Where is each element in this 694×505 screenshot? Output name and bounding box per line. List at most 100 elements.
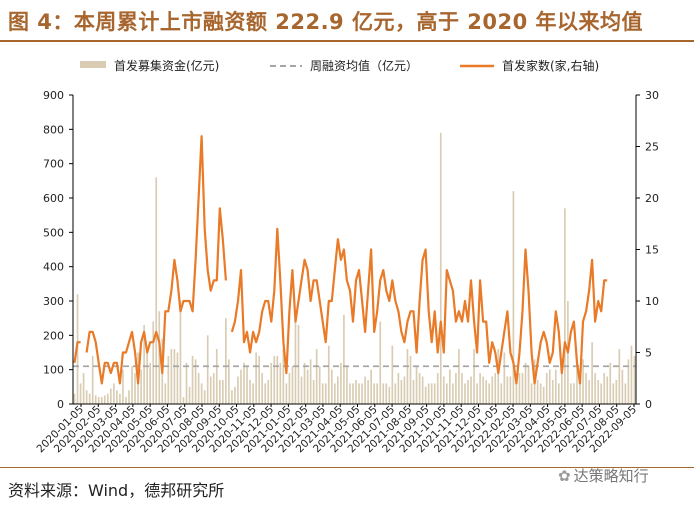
bar xyxy=(264,383,267,404)
bar xyxy=(97,397,100,404)
bar xyxy=(128,390,130,404)
bar xyxy=(548,369,551,404)
bar xyxy=(291,366,294,404)
bar xyxy=(545,373,548,404)
bar xyxy=(249,379,251,404)
bar xyxy=(482,376,484,404)
bar xyxy=(91,355,94,404)
bar xyxy=(458,349,460,404)
bar xyxy=(603,373,606,404)
bar xyxy=(116,390,118,404)
bar xyxy=(442,376,445,404)
figure-title: 图 4：本周累计上市融资额 222.9 亿元，高于 2020 年以来均值 xyxy=(8,10,644,34)
y-right-tick-label: 5 xyxy=(645,347,652,360)
bar xyxy=(615,379,618,404)
bar xyxy=(367,379,369,404)
bar xyxy=(343,314,345,404)
bar xyxy=(370,369,372,404)
bar xyxy=(155,177,158,404)
bar xyxy=(228,359,230,404)
bar xyxy=(152,321,155,404)
bar xyxy=(158,311,161,404)
bar xyxy=(621,369,624,404)
bar xyxy=(197,373,200,404)
bar xyxy=(527,366,530,404)
y-left-tick-label: 900 xyxy=(43,89,64,102)
bar xyxy=(315,349,318,404)
bar xyxy=(385,383,388,404)
bar xyxy=(267,379,270,404)
bar xyxy=(191,355,194,404)
bar xyxy=(355,379,357,404)
bar xyxy=(445,383,448,404)
bar xyxy=(542,386,545,404)
bar xyxy=(433,383,436,404)
y-left-tick-label: 0 xyxy=(57,398,64,411)
y-left-tick-label: 700 xyxy=(43,158,64,171)
bar xyxy=(134,373,136,404)
bar xyxy=(491,376,494,404)
bar xyxy=(82,373,85,404)
bar xyxy=(397,373,400,404)
bar xyxy=(140,369,142,404)
bar xyxy=(119,393,121,404)
count-line xyxy=(230,227,608,385)
bar xyxy=(309,359,312,404)
bar xyxy=(557,383,560,404)
y-left-tick-label: 500 xyxy=(43,226,64,239)
legend-label-bar: 首发募集资金(亿元) xyxy=(114,58,219,73)
bar xyxy=(536,379,539,404)
bar xyxy=(327,345,330,404)
count-line xyxy=(73,341,81,363)
y-left-tick-label: 400 xyxy=(43,261,64,274)
bar xyxy=(452,383,454,404)
bar xyxy=(131,366,133,404)
bar xyxy=(364,376,366,404)
bar xyxy=(318,366,321,404)
bar xyxy=(373,383,376,404)
bar xyxy=(122,369,124,404)
bar xyxy=(312,379,315,404)
bar xyxy=(225,318,227,404)
watermark: ✿ 达策略知行 xyxy=(558,465,649,486)
bar xyxy=(273,355,276,404)
bar xyxy=(473,349,475,404)
y-right-tick-label: 0 xyxy=(645,398,652,411)
bar xyxy=(409,355,412,404)
bar xyxy=(103,395,106,404)
bar xyxy=(588,379,590,404)
bar xyxy=(209,376,212,404)
bar xyxy=(406,349,409,404)
bar xyxy=(597,379,599,404)
bar xyxy=(439,132,442,404)
bar xyxy=(391,345,394,404)
bar xyxy=(206,335,209,404)
title-rule xyxy=(0,40,694,42)
bar xyxy=(627,359,630,404)
source-rule xyxy=(0,467,694,468)
legend-label-line: 首发家数(家,右轴) xyxy=(502,58,599,73)
bar xyxy=(237,376,239,404)
bar xyxy=(624,383,627,404)
bar xyxy=(618,349,621,404)
bar xyxy=(110,388,112,404)
bar xyxy=(512,191,515,404)
y-right-tick-label: 20 xyxy=(645,192,659,205)
bar xyxy=(100,397,103,404)
bar xyxy=(585,373,587,404)
bar xyxy=(518,373,521,404)
bar xyxy=(270,362,273,404)
bar xyxy=(252,383,254,404)
bar xyxy=(333,383,336,404)
bar xyxy=(212,373,215,404)
y-right-tick-label: 10 xyxy=(645,295,659,308)
bar xyxy=(591,342,593,404)
bar xyxy=(582,359,584,404)
bar xyxy=(173,349,176,404)
bar xyxy=(551,379,554,404)
bar xyxy=(515,376,518,404)
bar xyxy=(606,376,609,404)
bar xyxy=(554,369,557,404)
bar xyxy=(179,301,182,404)
bar xyxy=(106,393,109,404)
